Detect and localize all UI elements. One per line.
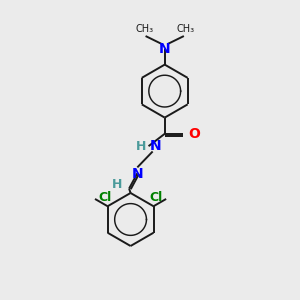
Text: O: O: [188, 127, 200, 141]
Text: N: N: [131, 167, 143, 181]
Text: CH₃: CH₃: [176, 24, 194, 34]
Text: Cl: Cl: [149, 191, 163, 204]
Text: H: H: [136, 140, 146, 153]
Text: H: H: [112, 178, 123, 191]
Text: N: N: [159, 42, 170, 56]
Text: N: N: [150, 139, 161, 153]
Text: CH₃: CH₃: [135, 24, 153, 34]
Text: Cl: Cl: [98, 191, 112, 204]
